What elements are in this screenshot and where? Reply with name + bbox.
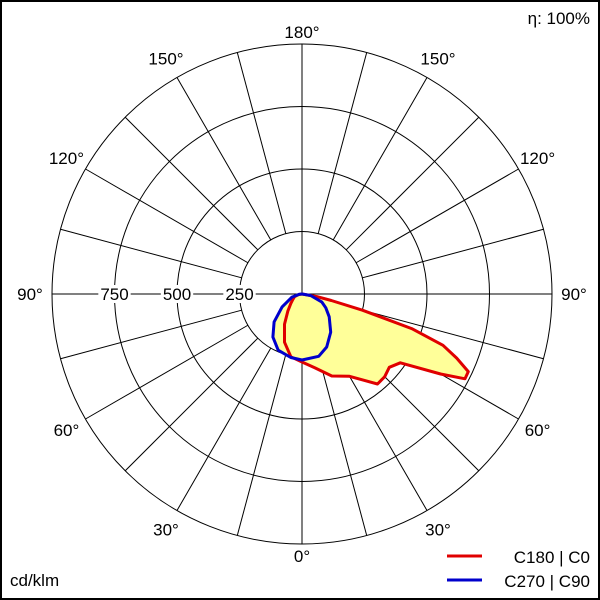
curve-c180-c0 — [283, 292, 470, 386]
spoke-30-left — [176, 347, 272, 511]
spoke-75-left — [60, 309, 242, 360]
radial-tick-bg-750 — [98, 285, 131, 303]
spoke-135-left — [124, 116, 259, 251]
angle-label-30-right: 30° — [425, 521, 451, 540]
spoke-120-right — [355, 168, 519, 264]
spoke-135-right — [345, 116, 480, 251]
unit-label: cd/klm — [10, 571, 59, 590]
angle-label-0: 0° — [294, 547, 310, 566]
radial-tick-bg-500 — [160, 285, 194, 303]
angle-label-bg — [15, 285, 45, 303]
legend-label-c180-c0: C180 | C0 — [514, 548, 590, 567]
spoke-165-right — [317, 52, 368, 234]
angle-label-60-left: 60° — [54, 421, 80, 440]
spoke-120-left — [85, 168, 249, 264]
efficiency-label: η: 100% — [528, 9, 590, 28]
angle-label-30-left: 30° — [153, 521, 179, 540]
spoke-165-left — [236, 52, 287, 234]
angle-label-bg — [559, 285, 589, 303]
radial-tick-bg-250 — [223, 285, 256, 303]
angle-label-90-right: 90° — [561, 285, 587, 304]
radial-tick-label-750: 750 — [100, 285, 128, 304]
spoke-15-left — [236, 354, 287, 536]
angle-label-180: 180° — [284, 23, 319, 42]
legend-label-c270-c90: C270 | C90 — [504, 572, 590, 591]
legend: C180 | C0 C270 | C90 — [447, 548, 590, 591]
labels: 250 500 750 0° 30° 30° 60° 60° 90° 90° 120° 120° 150… — [15, 23, 589, 566]
angle-label-120-right: 120° — [520, 149, 555, 168]
curves — [271, 292, 470, 386]
spoke-105-right — [362, 228, 544, 279]
spoke-150-left — [176, 77, 272, 241]
spoke-60-left — [85, 324, 249, 420]
angle-label-90-left: 90° — [17, 285, 43, 304]
spoke-45-left — [124, 337, 259, 472]
angle-label-150-right: 150° — [420, 49, 455, 68]
radial-tick-label-500: 500 — [163, 285, 191, 304]
angle-label-150-left: 150° — [148, 49, 183, 68]
spoke-150-right — [332, 77, 428, 241]
curve-c270-c90 — [271, 292, 333, 362]
angle-label-120-left: 120° — [49, 149, 84, 168]
spoke-105-left — [60, 228, 242, 279]
angle-label-60-right: 60° — [525, 421, 551, 440]
radial-tick-label-250: 250 — [225, 285, 253, 304]
spoke-75-right — [362, 309, 544, 360]
spoke-15-right — [317, 354, 368, 536]
